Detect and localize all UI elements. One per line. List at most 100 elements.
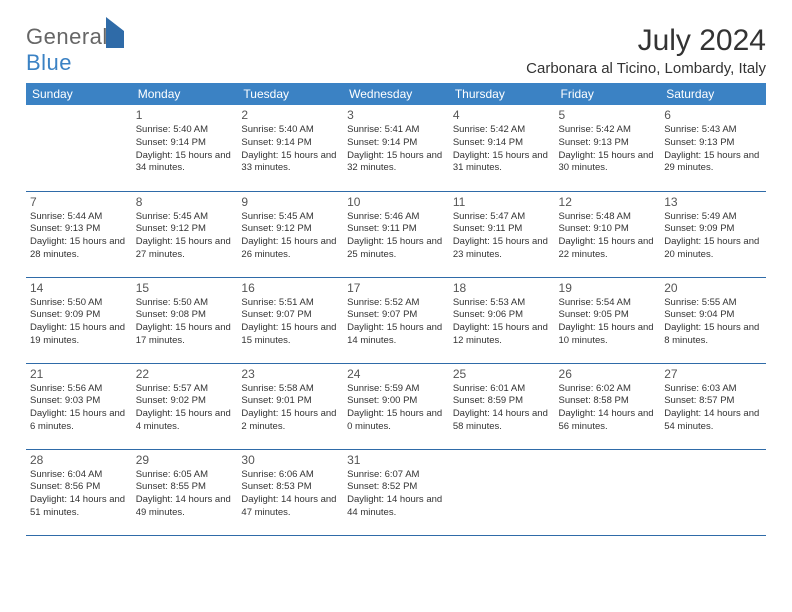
calendar-cell: 24 Sunrise: 5:59 AMSunset: 9:00 PMDayligh… bbox=[343, 363, 449, 449]
day-number: 25 bbox=[453, 367, 551, 381]
day-number: 11 bbox=[453, 195, 551, 209]
calendar-cell: 18 Sunrise: 5:53 AMSunset: 9:06 PMDayligh… bbox=[449, 277, 555, 363]
calendar-cell bbox=[555, 449, 661, 535]
day-number: 26 bbox=[559, 367, 657, 381]
day-details: Sunrise: 5:42 AMSunset: 9:13 PMDaylight:… bbox=[559, 124, 657, 175]
day-details: Sunrise: 5:51 AMSunset: 9:07 PMDaylight:… bbox=[241, 297, 339, 348]
calendar-cell: 3Sunrise: 5:41 AMSunset: 9:14 PMDaylight… bbox=[343, 105, 449, 191]
day-details: Sunrise: 5:46 AMSunset: 9:11 PMDaylight:… bbox=[347, 211, 445, 262]
day-number: 23 bbox=[241, 367, 339, 381]
day-number: 30 bbox=[241, 453, 339, 467]
day-details: Sunrise: 6:07 AMSunset: 8:52 PMDaylight:… bbox=[347, 469, 445, 520]
day-details: Sunrise: 5:40 AMSunset: 9:14 PMDaylight:… bbox=[241, 124, 339, 175]
day-details: Sunrise: 6:06 AMSunset: 8:53 PMDaylight:… bbox=[241, 469, 339, 520]
day-number: 18 bbox=[453, 281, 551, 295]
calendar-cell: 17Sunrise: 5:52 AMSunset: 9:07 PMDayligh… bbox=[343, 277, 449, 363]
day-details: Sunrise: 5:50 AMSunset: 9:08 PMDaylight:… bbox=[136, 297, 234, 348]
calendar-cell: 25 Sunrise: 6:01 AMSunset: 8:59 PMDayligh… bbox=[449, 363, 555, 449]
day-details: Sunrise: 5:45 AMSunset: 9:12 PMDaylight:… bbox=[241, 211, 339, 262]
calendar-row: 1 Sunrise: 5:40 AMSunset: 9:14 PMDaylight… bbox=[26, 105, 766, 191]
calendar-cell: 5Sunrise: 5:42 AMSunset: 9:13 PMDaylight… bbox=[555, 105, 661, 191]
day-number: 2 bbox=[241, 108, 339, 122]
day-number: 20 bbox=[664, 281, 762, 295]
day-details: Sunrise: 5:57 AMSunset: 9:02 PMDaylight:… bbox=[136, 383, 234, 434]
calendar-table: Sunday Monday Tuesday Wednesday Thursday… bbox=[26, 83, 766, 536]
calendar-row: 14Sunrise: 5:50 AMSunset: 9:09 PMDayligh… bbox=[26, 277, 766, 363]
day-details: Sunrise: 6:04 AMSunset: 8:56 PMDaylight:… bbox=[30, 469, 128, 520]
day-details: Sunrise: 6:03 AMSunset: 8:57 PMDaylight:… bbox=[664, 383, 762, 434]
day-header: Friday bbox=[555, 83, 661, 105]
day-number: 27 bbox=[664, 367, 762, 381]
logo-text-wrap: General Blue bbox=[26, 24, 124, 76]
calendar-cell: 2 Sunrise: 5:40 AMSunset: 9:14 PMDaylight… bbox=[237, 105, 343, 191]
day-number: 6 bbox=[664, 108, 762, 122]
day-details: Sunrise: 5:43 AMSunset: 9:13 PMDaylight:… bbox=[664, 124, 762, 175]
calendar-cell: 15 Sunrise: 5:50 AMSunset: 9:08 PMDayligh… bbox=[132, 277, 238, 363]
day-number: 1 bbox=[136, 108, 234, 122]
calendar-cell bbox=[26, 105, 132, 191]
calendar-cell: 4Sunrise: 5:42 AMSunset: 9:14 PMDaylight… bbox=[449, 105, 555, 191]
calendar-cell: 7Sunrise: 5:44 AMSunset: 9:13 PMDaylight… bbox=[26, 191, 132, 277]
day-number: 8 bbox=[136, 195, 234, 209]
day-details: Sunrise: 5:45 AMSunset: 9:12 PMDaylight:… bbox=[136, 211, 234, 262]
day-number: 16 bbox=[241, 281, 339, 295]
day-header: Tuesday bbox=[237, 83, 343, 105]
day-header: Wednesday bbox=[343, 83, 449, 105]
day-header: Saturday bbox=[660, 83, 766, 105]
day-details: Sunrise: 5:59 AMSunset: 9:00 PMDaylight:… bbox=[347, 383, 445, 434]
calendar-cell: 30 Sunrise: 6:06 AMSunset: 8:53 PMDayligh… bbox=[237, 449, 343, 535]
day-number: 24 bbox=[347, 367, 445, 381]
calendar-cell: 11 Sunrise: 5:47 AMSunset: 9:11 PMDayligh… bbox=[449, 191, 555, 277]
calendar-cell: 26 Sunrise: 6:02 AMSunset: 8:58 PMDayligh… bbox=[555, 363, 661, 449]
day-number: 28 bbox=[30, 453, 128, 467]
day-details: Sunrise: 5:49 AMSunset: 9:09 PMDaylight:… bbox=[664, 211, 762, 262]
day-details: Sunrise: 5:48 AMSunset: 9:10 PMDaylight:… bbox=[559, 211, 657, 262]
calendar-cell: 31Sunrise: 6:07 AMSunset: 8:52 PMDayligh… bbox=[343, 449, 449, 535]
calendar-cell: 28 Sunrise: 6:04 AMSunset: 8:56 PMDayligh… bbox=[26, 449, 132, 535]
day-header: Monday bbox=[132, 83, 238, 105]
calendar-cell: 1 Sunrise: 5:40 AMSunset: 9:14 PMDaylight… bbox=[132, 105, 238, 191]
day-number: 22 bbox=[136, 367, 234, 381]
day-details: Sunrise: 6:01 AMSunset: 8:59 PMDaylight:… bbox=[453, 383, 551, 434]
logo-blue: Blue bbox=[26, 50, 72, 75]
day-details: Sunrise: 5:53 AMSunset: 9:06 PMDaylight:… bbox=[453, 297, 551, 348]
day-details: Sunrise: 6:02 AMSunset: 8:58 PMDaylight:… bbox=[559, 383, 657, 434]
day-number: 4 bbox=[453, 108, 551, 122]
calendar-page: General Blue July 2024 Carbonara al Tici… bbox=[0, 0, 792, 546]
header: General Blue July 2024 Carbonara al Tici… bbox=[26, 24, 766, 77]
calendar-cell: 29Sunrise: 6:05 AMSunset: 8:55 PMDayligh… bbox=[132, 449, 238, 535]
day-number: 13 bbox=[664, 195, 762, 209]
calendar-cell: 10 Sunrise: 5:46 AMSunset: 9:11 PMDayligh… bbox=[343, 191, 449, 277]
calendar-cell: 14Sunrise: 5:50 AMSunset: 9:09 PMDayligh… bbox=[26, 277, 132, 363]
day-number: 10 bbox=[347, 195, 445, 209]
calendar-cell: 6 Sunrise: 5:43 AMSunset: 9:13 PMDaylight… bbox=[660, 105, 766, 191]
day-details: Sunrise: 5:56 AMSunset: 9:03 PMDaylight:… bbox=[30, 383, 128, 434]
day-header: Sunday bbox=[26, 83, 132, 105]
calendar-cell bbox=[660, 449, 766, 535]
day-details: Sunrise: 5:40 AMSunset: 9:14 PMDaylight:… bbox=[136, 124, 234, 175]
calendar-cell: 9Sunrise: 5:45 AMSunset: 9:12 PMDaylight… bbox=[237, 191, 343, 277]
day-number: 15 bbox=[136, 281, 234, 295]
title-block: July 2024 Carbonara al Ticino, Lombardy,… bbox=[526, 24, 766, 77]
day-header: Thursday bbox=[449, 83, 555, 105]
calendar-head: Sunday Monday Tuesday Wednesday Thursday… bbox=[26, 83, 766, 105]
calendar-cell: 16 Sunrise: 5:51 AMSunset: 9:07 PMDayligh… bbox=[237, 277, 343, 363]
calendar-row: 21 Sunrise: 5:56 AMSunset: 9:03 PMDayligh… bbox=[26, 363, 766, 449]
day-details: Sunrise: 5:50 AMSunset: 9:09 PMDaylight:… bbox=[30, 297, 128, 348]
day-details: Sunrise: 5:44 AMSunset: 9:13 PMDaylight:… bbox=[30, 211, 128, 262]
location: Carbonara al Ticino, Lombardy, Italy bbox=[526, 60, 766, 77]
calendar-cell: 23Sunrise: 5:58 AMSunset: 9:01 PMDayligh… bbox=[237, 363, 343, 449]
month-title: July 2024 bbox=[526, 24, 766, 58]
calendar-cell: 22 Sunrise: 5:57 AMSunset: 9:02 PMDayligh… bbox=[132, 363, 238, 449]
day-header-row: Sunday Monday Tuesday Wednesday Thursday… bbox=[26, 83, 766, 105]
day-number: 21 bbox=[30, 367, 128, 381]
calendar-cell: 8 Sunrise: 5:45 AMSunset: 9:12 PMDaylight… bbox=[132, 191, 238, 277]
day-details: Sunrise: 5:47 AMSunset: 9:11 PMDaylight:… bbox=[453, 211, 551, 262]
calendar-row: 7Sunrise: 5:44 AMSunset: 9:13 PMDaylight… bbox=[26, 191, 766, 277]
day-number: 12 bbox=[559, 195, 657, 209]
day-number: 3 bbox=[347, 108, 445, 122]
day-number: 17 bbox=[347, 281, 445, 295]
calendar-cell: 19Sunrise: 5:54 AMSunset: 9:05 PMDayligh… bbox=[555, 277, 661, 363]
logo-general: General bbox=[26, 24, 108, 49]
day-details: Sunrise: 5:54 AMSunset: 9:05 PMDaylight:… bbox=[559, 297, 657, 348]
